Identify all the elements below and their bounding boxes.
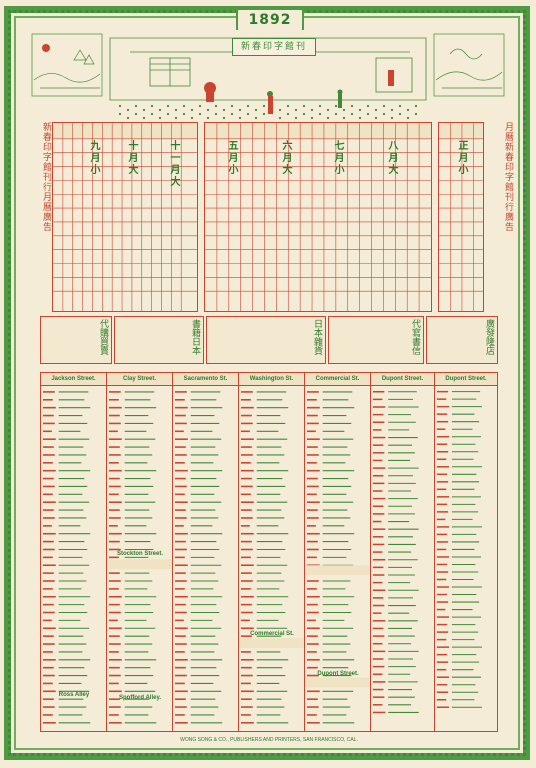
- directory-entries-3: [174, 391, 223, 724]
- business-directory: Jackson Street. Clay Street. Sacramento …: [40, 372, 498, 732]
- directory-header: Sacramento St.: [173, 373, 238, 386]
- calendar-right-grid: [439, 123, 483, 311]
- month-label-6: 六月大: [280, 140, 291, 176]
- sub-header-stockton: Stockton Street.: [116, 551, 163, 557]
- directory-entries-1: [42, 391, 91, 724]
- right-side-text: 月曆新春印字館刊行廣告: [503, 122, 513, 232]
- month-label-9: 九月小: [88, 140, 99, 176]
- month-label-8: 八月大: [386, 140, 397, 176]
- directory-column-2: Clay Street.: [107, 373, 173, 731]
- directory-column-1: Jackson Street.: [41, 373, 107, 731]
- directory-entries-6: [372, 390, 420, 714]
- calendar-center-grid: [205, 123, 431, 311]
- right-landscape-vignette: [433, 33, 505, 97]
- advert-block-5: 廣發隆店: [426, 316, 498, 364]
- shop-banner: 新春印字館刊: [232, 38, 316, 56]
- sub-header-spofford: Spofford Alley.: [119, 695, 161, 701]
- calendar-left-grid: [53, 123, 197, 311]
- advert-block-4: 代寫書信: [328, 316, 424, 364]
- directory-header: Jackson Street.: [41, 373, 106, 386]
- year-badge: 1892: [236, 8, 304, 32]
- directory-entries-7: [436, 390, 483, 709]
- calendar-left: [52, 122, 198, 312]
- calendar-center: [204, 122, 432, 312]
- publisher-footer: WONG SONG & CO., PUBLISHERS AND PRINTERS…: [180, 737, 358, 743]
- directory-entries-4: [239, 391, 304, 724]
- sub-header-commercial: Commercial St.: [250, 631, 294, 637]
- figures: [204, 70, 394, 114]
- left-side-text: 新春印字館刊行月曆廣告: [41, 122, 51, 232]
- directory-column-4: Washington St.: [239, 373, 305, 731]
- advert-block-3: 日本雜貨: [206, 316, 326, 364]
- directory-header: Washington St.: [239, 373, 304, 386]
- left-landscape-vignette: [31, 33, 103, 97]
- directory-entries-2: [107, 391, 172, 724]
- month-label-11: 十一月大: [168, 140, 179, 188]
- sub-header-dupont: Dupont Street.: [317, 671, 359, 677]
- month-label-1: 正月小: [456, 140, 467, 176]
- directory-column-3: Sacramento St.: [173, 373, 239, 731]
- month-label-10: 十月大: [126, 140, 137, 176]
- directory-column-7: Dupont Street.: [435, 373, 497, 731]
- directory-header: Dupont Street.: [371, 373, 434, 386]
- directory-header: Commercial St.: [305, 373, 370, 386]
- calendar-right: [438, 122, 484, 312]
- month-label-5: 五月小: [226, 140, 237, 176]
- directory-header: Dupont Street.: [435, 373, 497, 386]
- carpet-pattern: [118, 104, 418, 120]
- directory-column-5: Commercial St.: [305, 373, 371, 731]
- advert-block-2: 書籍日本: [114, 316, 204, 364]
- advert-block-1: 代購買賣: [40, 316, 112, 364]
- month-label-7: 七月小: [332, 140, 343, 176]
- sub-header-ross-alley: Ross Alley: [58, 692, 90, 698]
- directory-entries-5: [305, 391, 370, 724]
- directory-column-6: Dupont Street.: [371, 373, 435, 731]
- directory-header: Clay Street.: [107, 373, 172, 386]
